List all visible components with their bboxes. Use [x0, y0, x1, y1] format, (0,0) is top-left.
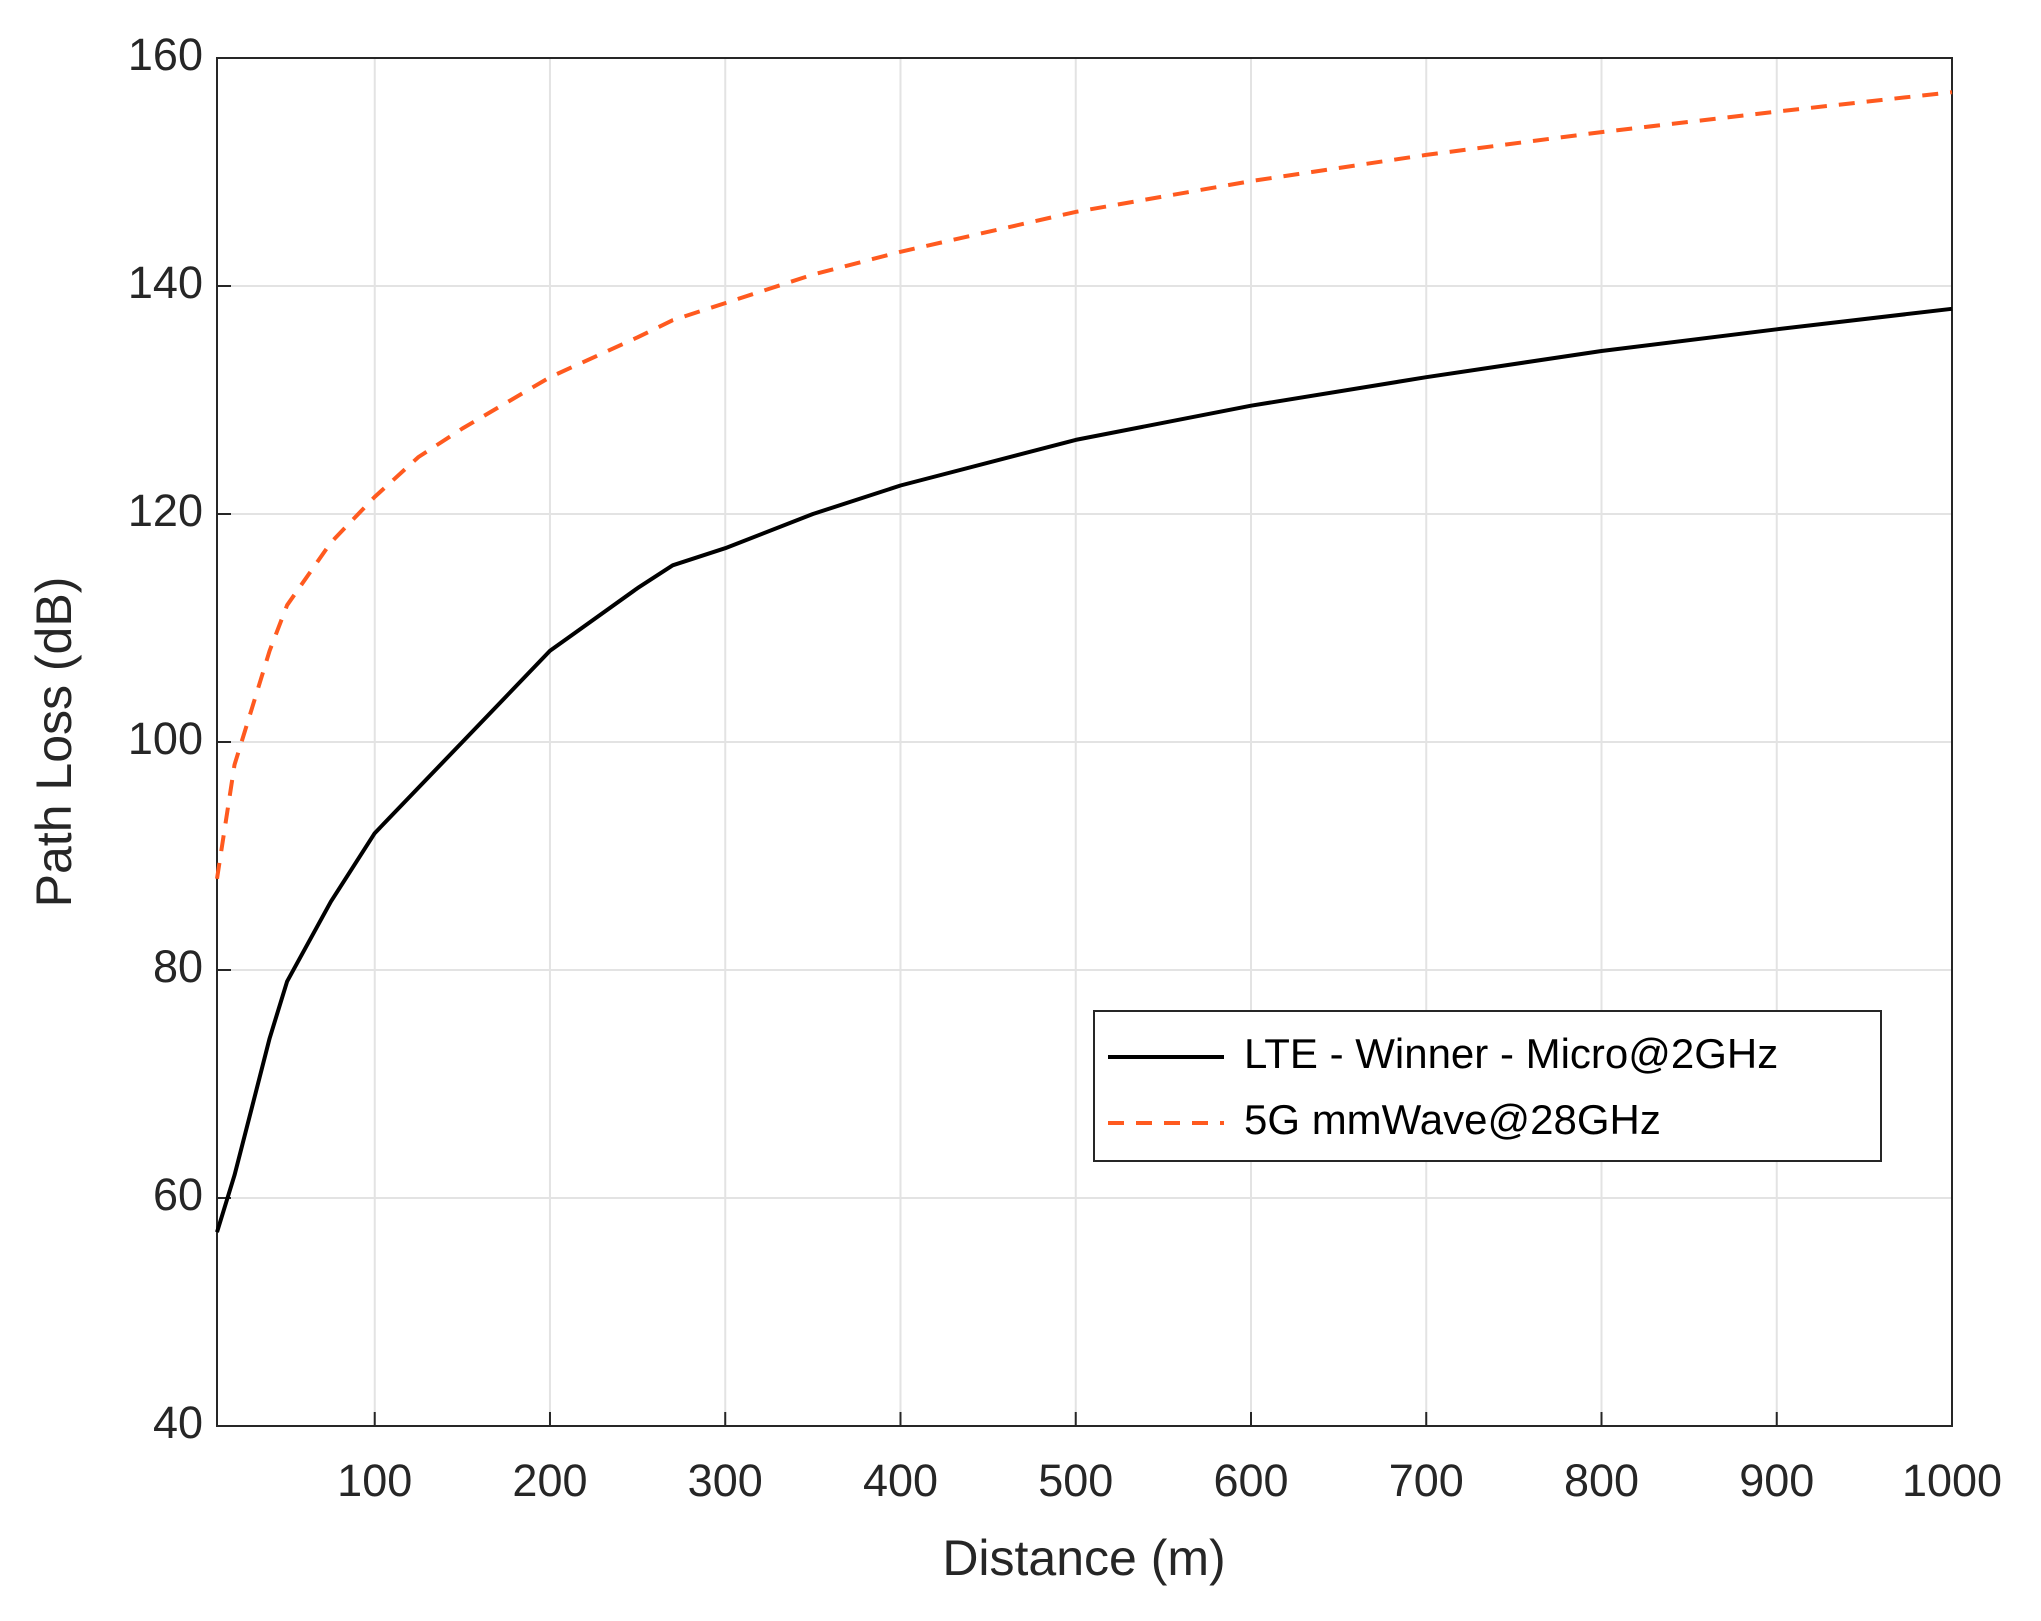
x-axis-label: Distance (m) [942, 1530, 1225, 1586]
x-tick-label: 900 [1739, 1455, 1814, 1506]
plot-frame [216, 57, 1953, 1427]
y-tick-label: 40 [153, 1397, 203, 1448]
x-tick-label: 200 [512, 1455, 587, 1506]
x-tick-label: 700 [1389, 1455, 1464, 1506]
x-tick-label: 1000 [1902, 1455, 2002, 1506]
x-tick-label: 400 [863, 1455, 938, 1506]
y-tick-label: 100 [128, 713, 203, 764]
x-tick-label: 600 [1213, 1455, 1288, 1506]
x-tick-label: 300 [688, 1455, 763, 1506]
legend-label: LTE - Winner - Micro@2GHz [1244, 1030, 1778, 1077]
x-tick-label: 100 [337, 1455, 412, 1506]
y-axis-label: Path Loss (dB) [26, 577, 82, 908]
y-tick-label: 80 [153, 941, 203, 992]
line-series [215, 306, 1953, 1233]
x-tick-label: 800 [1564, 1455, 1639, 1506]
y-tick-label: 160 [128, 29, 203, 80]
y-tick-label: 120 [128, 485, 203, 536]
legend-label: 5G mmWave@28GHz [1244, 1096, 1661, 1143]
legend-box [1093, 1010, 1882, 1162]
line-series [215, 90, 1953, 880]
y-tick-label: 60 [153, 1169, 203, 1220]
x-tick-label: 500 [1038, 1455, 1113, 1506]
y-tick-label: 140 [128, 257, 203, 308]
